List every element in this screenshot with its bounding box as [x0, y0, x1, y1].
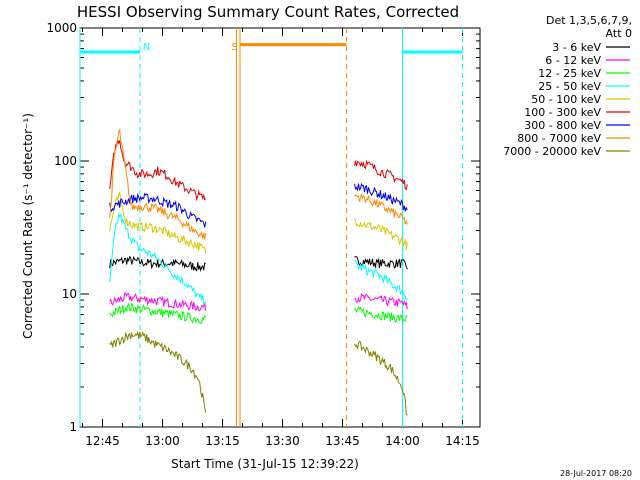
legend-label: 7000 - 20000 keV: [503, 145, 601, 158]
x-tick-label: 13:15: [205, 434, 240, 448]
legend-label: 6 - 12 keV: [545, 54, 601, 67]
y-tick-label: 10: [62, 287, 77, 301]
series-line: [109, 301, 206, 324]
series-line: [109, 128, 207, 240]
legend-header-line1: Det 1,3,5,6,7,9,: [546, 14, 632, 27]
series-line: [109, 292, 207, 312]
x-tick-label: 14:00: [385, 434, 420, 448]
series-line: [354, 305, 408, 324]
legend-label: 50 - 100 keV: [531, 93, 601, 106]
flag-label: S: [231, 42, 237, 53]
legend-label: 100 - 300 keV: [524, 106, 601, 119]
x-tick-label: 12:45: [85, 434, 120, 448]
series-line: [354, 159, 408, 191]
series-line: [109, 191, 207, 254]
series-line: [109, 330, 207, 413]
legend-label: 300 - 800 keV: [524, 119, 601, 132]
x-tick-label: 13:30: [265, 434, 300, 448]
series-line: [354, 193, 408, 225]
series-line: [354, 218, 408, 250]
footer-timestamp: 28-Jul-2017 08:20: [560, 469, 632, 478]
legend-label: 25 - 50 keV: [538, 80, 601, 93]
series-line: [354, 292, 408, 310]
y-tick-label: 100: [54, 154, 77, 168]
series-line: [354, 340, 408, 416]
flag-label: N: [143, 42, 150, 53]
x-tick-label: 13:45: [325, 434, 360, 448]
chart-title: HESSI Observing Summary Count Rates, Cor…: [77, 3, 459, 21]
legend-header-line2: Att 0: [606, 27, 632, 40]
series-line: [354, 182, 408, 212]
series-line: [354, 256, 408, 270]
series-line: [354, 259, 408, 301]
x-tick-label: 14:15: [445, 434, 480, 448]
y-axis-label: Corrected Count Rate (s⁻¹ detector⁻¹): [21, 113, 35, 339]
legend-label: 12 - 25 keV: [538, 67, 601, 80]
y-tick-label: 1000: [46, 21, 77, 35]
x-axis-label: Start Time (31-Jul-15 12:39:22): [171, 457, 359, 471]
series-line: [109, 212, 207, 305]
plot-area: 1 10 100 1000 12:45 13:00 13:15 13:30 13:45 14:00…: [46, 21, 481, 448]
series-line: [109, 192, 207, 228]
legend-label: 3 - 6 keV: [552, 41, 601, 54]
legend-label: 800 - 7000 keV: [517, 132, 601, 145]
x-tick-label: 13:00: [145, 434, 180, 448]
y-tick-label: 1: [69, 420, 77, 434]
